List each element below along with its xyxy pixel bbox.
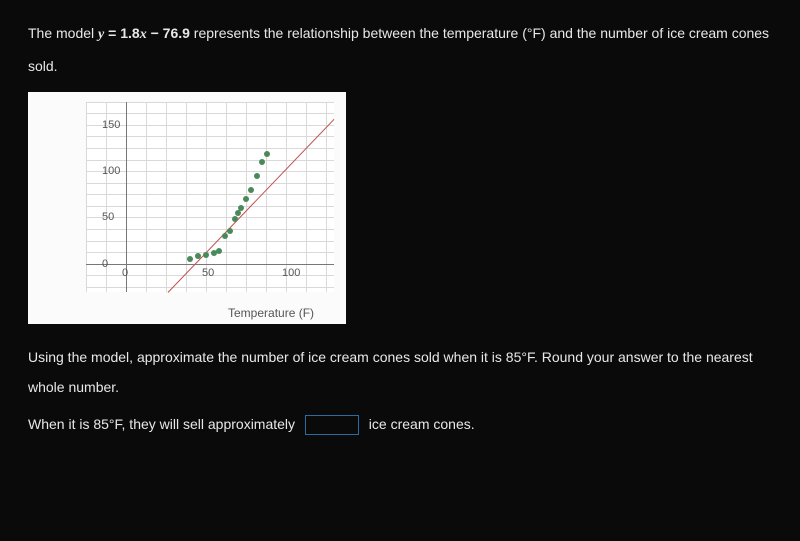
x-tick-label: 50 bbox=[202, 267, 214, 279]
data-point bbox=[203, 252, 209, 258]
y-tick-label: 100 bbox=[102, 165, 120, 177]
fill-post: ice cream cones. bbox=[365, 416, 475, 432]
gridline-horizontal bbox=[86, 287, 334, 288]
data-point bbox=[254, 173, 260, 179]
gridline-horizontal bbox=[86, 160, 334, 161]
eq-minus: − bbox=[147, 25, 163, 41]
x-tick-label: 0 bbox=[122, 267, 128, 279]
plot-area: 0 50 100 0 50 100 150 bbox=[86, 102, 334, 292]
fill-pre: When it is 85°F, they will sell approxim… bbox=[28, 416, 299, 432]
scatter-chart: Ice Cream Cones Sold Temperature (F) 050… bbox=[28, 92, 346, 324]
x-axis-label: Temperature (F) bbox=[228, 306, 314, 320]
gridline-horizontal bbox=[86, 113, 334, 114]
gridline-horizontal bbox=[86, 148, 334, 149]
eq-slope: 1.8 bbox=[120, 25, 139, 41]
gridline-horizontal bbox=[86, 136, 334, 137]
y-tick-label: 150 bbox=[102, 119, 120, 131]
data-point bbox=[222, 233, 228, 239]
y-tick-label: 0 bbox=[102, 258, 108, 270]
gridline-horizontal bbox=[86, 102, 334, 103]
gridline-horizontal bbox=[86, 229, 334, 230]
eq-intercept: 76.9 bbox=[163, 25, 190, 41]
prompt-pre: The model bbox=[28, 25, 98, 41]
x-tick-label: 100 bbox=[282, 267, 300, 279]
gridline-horizontal bbox=[86, 194, 334, 195]
data-point bbox=[243, 196, 249, 202]
data-point bbox=[216, 248, 222, 254]
question-text: Using the model, approximate the number … bbox=[28, 342, 772, 404]
gridline-horizontal bbox=[86, 217, 334, 218]
data-point bbox=[238, 205, 244, 211]
data-point bbox=[248, 187, 254, 193]
problem-statement: The model y = 1.8x − 76.9 represents the… bbox=[28, 18, 772, 82]
gridline-horizontal bbox=[86, 206, 334, 207]
data-point bbox=[187, 256, 193, 262]
eq-x: x bbox=[140, 27, 147, 42]
data-point bbox=[195, 253, 201, 259]
gridline-horizontal bbox=[86, 241, 334, 242]
answer-input[interactable] bbox=[305, 415, 359, 435]
gridline-horizontal bbox=[86, 183, 334, 184]
x-axis bbox=[86, 264, 334, 265]
data-point bbox=[264, 151, 270, 157]
data-point bbox=[227, 228, 233, 234]
data-point bbox=[259, 159, 265, 165]
gridline-horizontal bbox=[86, 171, 334, 172]
eq-equals: = bbox=[104, 25, 120, 41]
gridline-horizontal bbox=[86, 252, 334, 253]
y-tick-label: 50 bbox=[102, 211, 114, 223]
data-point bbox=[232, 216, 238, 222]
gridline-horizontal bbox=[86, 125, 334, 126]
fill-blank-sentence: When it is 85°F, they will sell approxim… bbox=[28, 409, 772, 440]
